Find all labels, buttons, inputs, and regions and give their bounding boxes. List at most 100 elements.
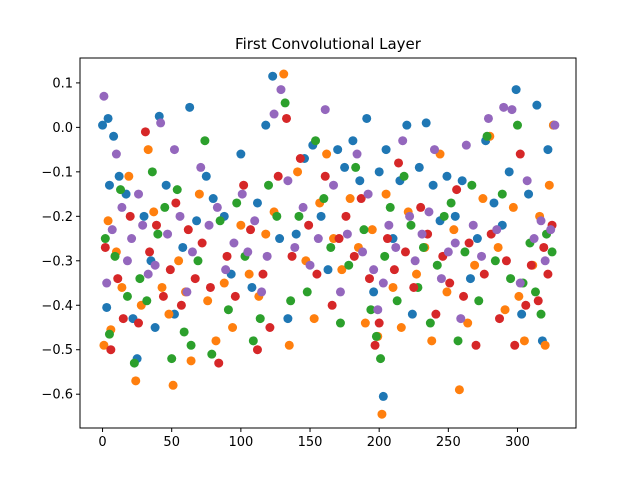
data-point	[172, 185, 182, 195]
data-point	[149, 207, 159, 217]
data-point	[359, 225, 369, 235]
data-point	[417, 229, 427, 239]
data-point	[474, 296, 484, 306]
data-point	[371, 331, 381, 341]
data-point	[333, 145, 343, 155]
data-point	[183, 225, 193, 235]
data-point	[459, 291, 469, 301]
data-point	[118, 314, 128, 324]
x-tick-label: 300	[505, 435, 530, 450]
data-point	[352, 149, 362, 159]
data-point	[135, 274, 145, 284]
data-point	[539, 242, 549, 252]
y-tick-label: −0.6	[41, 388, 73, 403]
data-point	[536, 309, 546, 319]
data-point	[532, 100, 542, 110]
data-point	[452, 185, 462, 195]
data-point	[550, 120, 560, 130]
data-point	[319, 194, 329, 204]
data-point	[175, 211, 185, 221]
data-point	[358, 247, 368, 257]
data-point	[243, 247, 253, 257]
data-point	[391, 242, 401, 252]
data-point	[193, 256, 203, 266]
data-point	[410, 256, 420, 266]
data-point	[477, 251, 487, 261]
data-point	[171, 198, 181, 208]
data-point	[416, 202, 426, 212]
data-point	[187, 247, 197, 257]
data-point	[450, 211, 460, 221]
data-point	[153, 229, 163, 239]
data-point	[104, 180, 114, 190]
data-point	[236, 220, 246, 230]
data-point	[436, 274, 446, 284]
data-point	[244, 269, 254, 279]
data-point	[250, 216, 260, 226]
data-point	[514, 291, 524, 301]
data-point	[388, 282, 398, 292]
data-point	[337, 265, 347, 275]
data-point	[430, 145, 439, 155]
x-axis: 0 50 100 150 200 250 300	[98, 428, 530, 450]
data-point	[500, 305, 510, 315]
data-point	[124, 171, 134, 181]
data-point	[524, 189, 534, 199]
data-point	[533, 296, 543, 306]
data-point	[492, 225, 502, 235]
data-point	[376, 354, 386, 364]
x-tick-label: 100	[228, 435, 253, 450]
data-point	[272, 211, 282, 221]
data-point	[465, 274, 475, 284]
data-point	[99, 91, 109, 101]
data-point	[127, 234, 137, 244]
data-point	[283, 176, 293, 186]
y-tick-label: −0.4	[41, 299, 73, 314]
data-point	[400, 247, 410, 257]
data-point	[381, 189, 391, 199]
data-point	[129, 358, 139, 368]
data-point	[521, 300, 531, 310]
data-point	[246, 225, 256, 235]
data-point	[200, 136, 210, 146]
data-point	[139, 211, 149, 221]
data-point	[134, 189, 144, 199]
data-point	[258, 269, 268, 279]
data-point	[519, 336, 529, 346]
data-point	[192, 216, 202, 226]
data-point	[252, 345, 262, 355]
data-point	[131, 376, 141, 386]
chart-title: First Convolutional Layer	[235, 35, 422, 53]
data-point	[323, 265, 333, 275]
data-point	[546, 225, 556, 235]
data-point	[122, 291, 132, 301]
data-point	[103, 216, 113, 226]
data-point	[168, 380, 178, 390]
data-point	[190, 274, 200, 284]
data-point	[117, 202, 127, 212]
data-point	[186, 340, 196, 350]
data-point	[176, 300, 186, 310]
x-tick-label: 50	[163, 435, 180, 450]
data-point	[219, 278, 229, 288]
data-point	[344, 260, 354, 270]
data-point	[165, 265, 175, 275]
data-point	[378, 278, 388, 288]
data-point	[150, 323, 160, 332]
data-point	[185, 102, 195, 112]
y-tick-label: 0.0	[52, 121, 73, 136]
data-point	[369, 287, 379, 297]
data-point	[125, 211, 135, 221]
data-point	[207, 349, 217, 359]
data-point	[405, 211, 415, 221]
data-point	[116, 185, 126, 195]
data-point	[222, 251, 232, 261]
data-point	[463, 318, 473, 328]
data-point	[421, 118, 431, 128]
data-point	[457, 176, 467, 186]
data-point	[396, 323, 406, 332]
data-point	[479, 269, 489, 279]
data-point	[269, 109, 279, 119]
data-point	[160, 202, 170, 212]
data-point	[335, 287, 345, 297]
